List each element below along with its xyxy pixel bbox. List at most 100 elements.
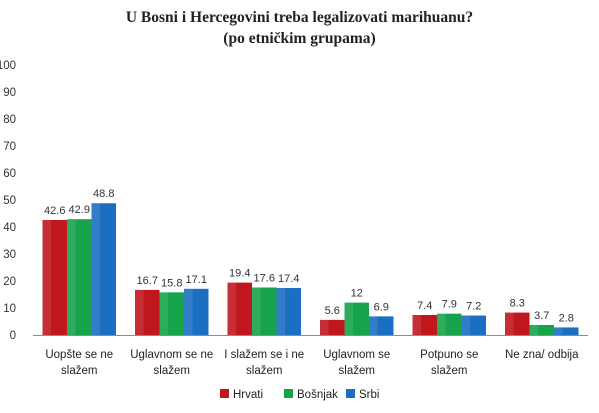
- bar-fill: [369, 316, 394, 335]
- bar-value-label: 17.1: [186, 274, 207, 286]
- bar-highlight: [412, 315, 422, 335]
- legend-swatch: [284, 389, 293, 398]
- bar-value-label: 5.6: [325, 305, 340, 317]
- bar-fill: [412, 315, 437, 335]
- legend-item-bošnjak: Bošnjak: [284, 389, 338, 401]
- legend-item-hrvati: Hrvati: [220, 389, 263, 401]
- bar-fill: [529, 325, 554, 335]
- bar-bošnjak-3: [344, 302, 369, 335]
- bar-highlight: [554, 327, 563, 335]
- bar-highlight: [276, 288, 286, 335]
- bar-highlight: [369, 316, 378, 335]
- y-tick-label: 60: [3, 168, 16, 180]
- bar-value-label: 15.8: [161, 277, 182, 289]
- legend-item-srbi: Srbi: [346, 389, 379, 401]
- bar-fill: [320, 319, 345, 335]
- legend: Hrvati Bošnjak Srbi: [220, 389, 379, 401]
- bar-value-label: 7.4: [417, 300, 432, 312]
- bar-value-label: 2.8: [559, 312, 574, 324]
- category-label: Ne zna/ odbija: [505, 349, 579, 361]
- bar-highlight: [67, 219, 76, 335]
- y-tick-label: 70: [3, 141, 16, 153]
- bar-hrvati-1: [135, 289, 160, 335]
- y-tick-label: 50: [3, 195, 16, 207]
- category-label: slažem: [246, 365, 282, 377]
- bar-value-label: 17.4: [278, 273, 299, 285]
- y-tick-label: 30: [3, 249, 16, 261]
- bar-fill: [252, 287, 277, 335]
- legend-label: Hrvati: [233, 389, 263, 401]
- bar-value-label: 16.7: [137, 275, 158, 287]
- bar-highlight: [344, 302, 354, 335]
- bar-highlight: [505, 312, 514, 335]
- bar-value-label: 7.9: [442, 299, 457, 311]
- bar-highlight: [252, 287, 261, 335]
- bar-highlight: [135, 289, 144, 335]
- category-label: slažem: [61, 365, 97, 377]
- bars-group: [42, 203, 579, 335]
- bar-value-label: 17.6: [254, 272, 275, 284]
- bar-bošnjak-1: [159, 292, 184, 335]
- bar-hrvati-2: [227, 282, 252, 335]
- bar-highlight: [91, 203, 101, 335]
- bar-srbi-1: [184, 288, 209, 335]
- y-tick-label: 90: [3, 87, 16, 99]
- bar-highlight: [320, 319, 329, 335]
- bar-fill: [227, 282, 252, 335]
- bar-highlight: [184, 288, 193, 335]
- bar-fill: [135, 289, 160, 335]
- bar-value-label: 12: [351, 288, 363, 300]
- bar-value-label: 19.4: [229, 268, 250, 280]
- bar-fill: [505, 312, 530, 335]
- bar-highlight: [529, 325, 539, 335]
- bar-value-label: 6.9: [374, 301, 389, 313]
- bar-value-label: 42.9: [69, 204, 90, 216]
- category-label: Potpuno se: [420, 349, 478, 361]
- bar-fill: [554, 327, 579, 335]
- bar-fill: [344, 302, 369, 335]
- category-label: Uglavnom se ne: [130, 349, 213, 361]
- bar-highlight: [42, 219, 52, 335]
- bar-fill: [67, 219, 92, 335]
- bar-bošnjak-2: [252, 287, 277, 335]
- bar-srbi-2: [276, 288, 301, 335]
- bar-value-label: 3.7: [534, 310, 549, 322]
- bar-fill: [461, 315, 486, 335]
- bar-highlight: [227, 282, 237, 335]
- bar-hrvati-4: [412, 315, 437, 335]
- legend-label: Srbi: [359, 389, 379, 401]
- chart-title-line-1: U Bosni i Hercegovini treba legalizovati…: [126, 9, 473, 26]
- category-label: I slažem se i ne: [224, 349, 304, 361]
- bar-value-label: 8.3: [510, 298, 525, 310]
- bar-fill: [42, 219, 67, 335]
- y-tick-label: 40: [3, 222, 16, 234]
- legend-swatch: [220, 389, 229, 398]
- bar-srbi-5: [554, 327, 579, 335]
- bar-highlight: [159, 292, 169, 335]
- data-labels-group: 42.6 42.948.8 16.7 15.8 17.1 19.4 17.6 17.4 5.6 1…: [44, 188, 574, 324]
- bar-fill: [91, 203, 116, 335]
- category-label: Uopšte se ne: [45, 349, 113, 361]
- category-label: Uglavnom se: [323, 349, 390, 361]
- legend-swatch: [346, 389, 355, 398]
- bar-value-label: 42.6: [44, 205, 65, 217]
- chart-title-line-2: (po etničkim grupama): [223, 30, 375, 47]
- bar-highlight: [437, 313, 446, 335]
- bar-fill: [437, 313, 462, 335]
- bar-bošnjak-5: [529, 325, 554, 335]
- bar-hrvati-5: [505, 312, 530, 335]
- bar-fill: [184, 288, 209, 335]
- bar-srbi-0: [91, 203, 116, 335]
- x-axis-labels: Uopšte se ne slažem Uglavnom se ne slažem I …: [45, 349, 579, 377]
- y-tick-label: 10: [3, 303, 16, 315]
- bar-hrvati-0: [42, 219, 67, 335]
- bar-srbi-3: [369, 316, 394, 335]
- legend-label: Bošnjak: [297, 389, 338, 401]
- bar-srbi-4: [461, 315, 486, 335]
- category-label: slažem: [339, 365, 375, 377]
- y-tick-label: 0: [10, 330, 16, 342]
- bar-value-label: 7.2: [466, 301, 481, 313]
- y-axis: 0 10 20 30 40 50 60 70 80 90 100: [0, 60, 588, 342]
- bar-hrvati-3: [320, 319, 345, 335]
